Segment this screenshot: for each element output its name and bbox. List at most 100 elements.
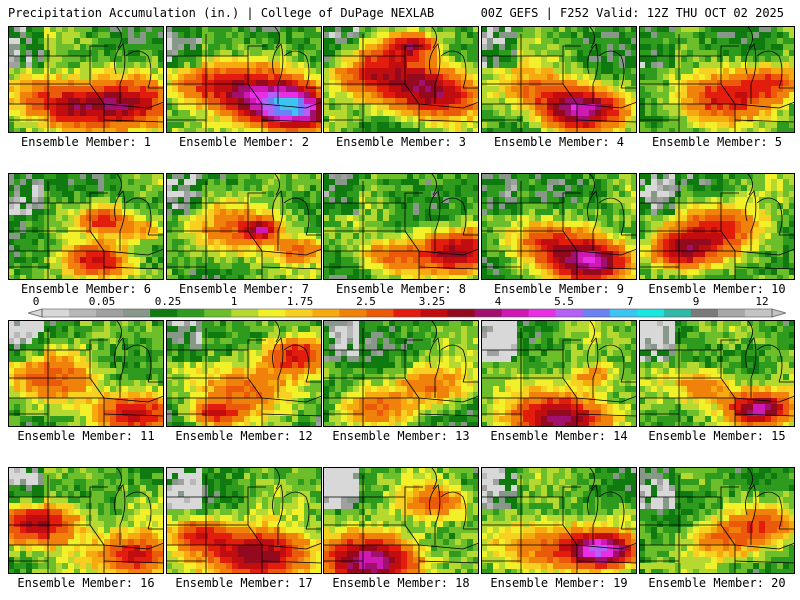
colorbar-bin: [393, 309, 422, 317]
colorbar-bin: [150, 309, 178, 317]
map-frame: [166, 320, 322, 427]
colorbar-bin: [582, 309, 611, 317]
precip-field: [323, 26, 479, 133]
precip-field: [8, 320, 164, 427]
precip-field: [8, 467, 164, 574]
map-frame: [8, 26, 164, 133]
colorbar-bin: [474, 309, 503, 317]
colorbar-tick-label: 0: [32, 295, 40, 308]
precip-map: [639, 467, 795, 574]
colorbar-tick-label: 5.5: [554, 295, 574, 308]
ensemble-panel: [481, 320, 637, 427]
precip-map: [323, 26, 479, 133]
precip-field: [323, 173, 479, 280]
ensemble-panel: [8, 320, 164, 427]
colorbar-tick-label: 2.5: [356, 295, 376, 308]
colorbar-bin: [663, 309, 692, 317]
ensemble-member-label: Ensemble Member: 8: [335, 282, 467, 296]
colorbar-tick-label: 4: [494, 295, 502, 308]
map-frame: [8, 320, 164, 427]
state-borders: [323, 173, 479, 279]
precip-map: [481, 467, 637, 574]
colorbar-bin: [339, 309, 367, 317]
map-frame: [639, 467, 795, 574]
precip-map: [8, 26, 164, 133]
colorbar-bin: [609, 309, 638, 317]
precip-map: [639, 26, 795, 133]
map-frame: [639, 320, 795, 427]
precip-field: [166, 467, 322, 574]
ensemble-panel: [8, 26, 164, 133]
state-borders: [166, 320, 322, 426]
ensemble-member-label: Ensemble Member: 9: [493, 282, 625, 296]
map-frame: [166, 26, 322, 133]
precip-field: [639, 467, 795, 574]
colorbar-tick-label: 1: [230, 295, 238, 308]
colorbar-bin: [447, 309, 476, 317]
ensemble-member-label: Ensemble Member: 14: [490, 429, 628, 443]
run-info: 00Z GEFS | F252 Valid: 12Z THU OCT 02 20…: [480, 6, 784, 20]
map-frame: [481, 320, 637, 427]
state-borders: [481, 467, 637, 573]
colorbar-bin: [366, 309, 394, 317]
colorbar-graphic: [28, 308, 786, 318]
colorbar-bin: [501, 309, 530, 317]
state-borders: [639, 173, 795, 279]
precip-field: [8, 173, 164, 280]
precip-map: [8, 467, 164, 574]
precip-field: [481, 173, 637, 280]
ensemble-member-label: Ensemble Member: 4: [493, 135, 625, 149]
colorbar-tick-label: 3.25: [418, 295, 446, 308]
ensemble-panel: [323, 467, 479, 574]
colorbar-bin: [717, 309, 746, 317]
ensemble-panel: [481, 467, 637, 574]
precip-field: [639, 26, 795, 133]
precip-map: [166, 26, 322, 133]
colorbar-bin: [420, 309, 449, 317]
precip-map: [481, 173, 637, 280]
ensemble-member-label: Ensemble Member: 15: [648, 429, 786, 443]
ensemble-panel: [166, 320, 322, 427]
ensemble-member-label: Ensemble Member: 10: [648, 282, 786, 296]
ensemble-member-label: Ensemble Member: 18: [332, 576, 470, 590]
ensemble-member-label: Ensemble Member: 6: [20, 282, 152, 296]
colorbar-bin: [204, 309, 232, 317]
colorbar-bin: [690, 309, 719, 317]
map-frame: [639, 173, 795, 280]
ensemble-member-label: Ensemble Member: 20: [648, 576, 786, 590]
ensemble-panel: [639, 467, 795, 574]
colorbar-bin: [123, 309, 151, 317]
colorbar-bin: [42, 309, 70, 317]
colorbar-bin: [285, 309, 313, 317]
map-frame: [166, 173, 322, 280]
state-borders: [8, 26, 164, 132]
state-borders: [639, 467, 795, 573]
map-frame: [166, 467, 322, 574]
state-borders: [166, 26, 322, 132]
ensemble-panel: [639, 26, 795, 133]
precip-map: [323, 320, 479, 427]
precip-field: [8, 26, 164, 133]
ensemble-panel: [639, 173, 795, 280]
ensemble-panel: [8, 467, 164, 574]
ensemble-member-label: Ensemble Member: 19: [490, 576, 628, 590]
state-borders: [481, 320, 637, 426]
map-frame: [639, 26, 795, 133]
map-frame: [481, 26, 637, 133]
state-borders: [166, 467, 322, 573]
ensemble-panel: [166, 173, 322, 280]
ensemble-panel: [639, 320, 795, 427]
ensemble-panel: [8, 173, 164, 280]
colorbar-bin: [555, 309, 584, 317]
ensemble-member-label: Ensemble Member: 17: [175, 576, 313, 590]
colorbar-bin: [258, 309, 286, 317]
colorbar-bin: [312, 309, 340, 317]
state-borders: [323, 467, 479, 573]
precip-field: [323, 467, 479, 574]
colorbar-tick-label: 9: [692, 295, 700, 308]
precip-field: [166, 173, 322, 280]
map-frame: [481, 173, 637, 280]
colorbar-tick-label: 7: [626, 295, 634, 308]
state-borders: [8, 173, 164, 279]
precip-map: [481, 26, 637, 133]
